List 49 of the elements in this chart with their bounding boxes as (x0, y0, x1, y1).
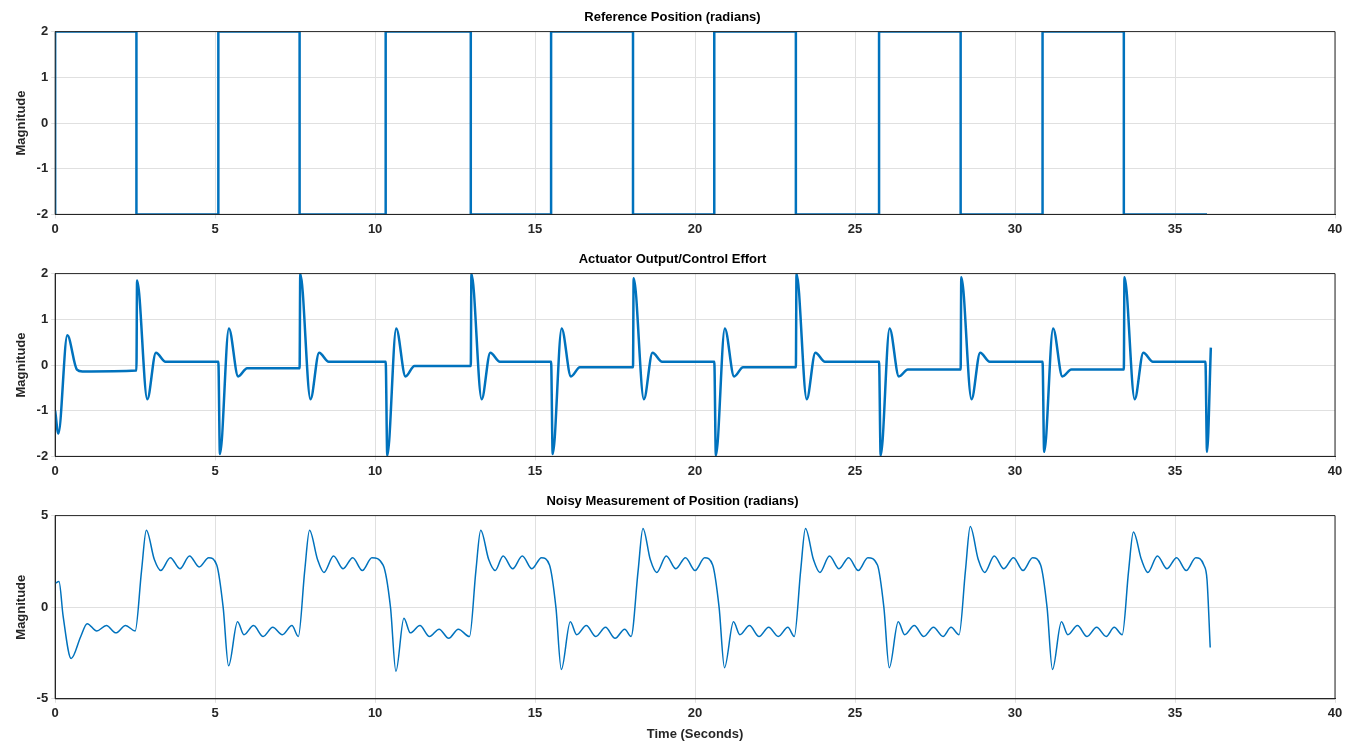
y-tick-label: -5 (36, 690, 49, 706)
x-tick-label: 25 (847, 462, 863, 478)
x-tick-label: 0 (51, 462, 59, 478)
y-tick-label: 5 (40, 507, 49, 523)
x-tick-label: 10 (367, 462, 383, 478)
x-tick-label: 25 (847, 220, 863, 236)
x-tick-label: 40 (1327, 705, 1343, 721)
chart-title: Noisy Measurement of Position (radians) (546, 493, 799, 509)
x-tick-label: 20 (687, 705, 703, 721)
y-tick-label: 0 (40, 114, 49, 130)
x-tick-label: 0 (51, 220, 59, 236)
y-tick-label: 0 (40, 356, 49, 372)
y-tick-label: -2 (36, 447, 49, 463)
x-tick-label: 5 (211, 705, 219, 721)
y-tick-label: 1 (40, 310, 49, 326)
y-axis-title: Magnitude (13, 90, 29, 156)
x-tick-label: 0 (51, 705, 59, 721)
x-tick-label: 20 (687, 462, 703, 478)
x-tick-label: 15 (527, 462, 543, 478)
x-tick-label: 10 (367, 705, 383, 721)
x-tick-label: 40 (1327, 220, 1343, 236)
y-tick-label: -1 (36, 160, 49, 176)
line-series (55, 273, 1213, 457)
y-tick-label: 2 (40, 265, 49, 281)
x-tick-label: 35 (1167, 705, 1183, 721)
x-tick-label: 15 (527, 220, 543, 236)
y-axis-title: Magnitude (13, 332, 29, 398)
x-tick-label: 30 (1007, 220, 1023, 236)
y-tick-label: -2 (36, 205, 49, 221)
x-tick-label: 35 (1167, 462, 1183, 478)
chart-title: Actuator Output/Control Effort (578, 251, 768, 267)
line-series (55, 525, 1211, 673)
y-axis-title: Magnitude (13, 574, 29, 640)
x-tick-label: 5 (211, 220, 219, 236)
x-axis-title: Time (Seconds) (646, 725, 744, 741)
y-tick-label: 1 (40, 68, 49, 84)
x-tick-label: 10 (367, 220, 383, 236)
x-tick-label: 40 (1327, 462, 1343, 478)
chart-title: Reference Position (radians) (584, 9, 761, 25)
y-tick-label: 2 (40, 23, 49, 39)
x-tick-label: 30 (1007, 705, 1023, 721)
y-tick-label: 0 (40, 598, 49, 614)
x-tick-label: 20 (687, 220, 703, 236)
x-tick-label: 5 (211, 462, 219, 478)
y-tick-label: -1 (36, 402, 49, 418)
x-tick-label: 35 (1167, 220, 1183, 236)
x-tick-label: 15 (527, 705, 543, 721)
x-tick-label: 25 (847, 705, 863, 721)
x-tick-label: 30 (1007, 462, 1023, 478)
